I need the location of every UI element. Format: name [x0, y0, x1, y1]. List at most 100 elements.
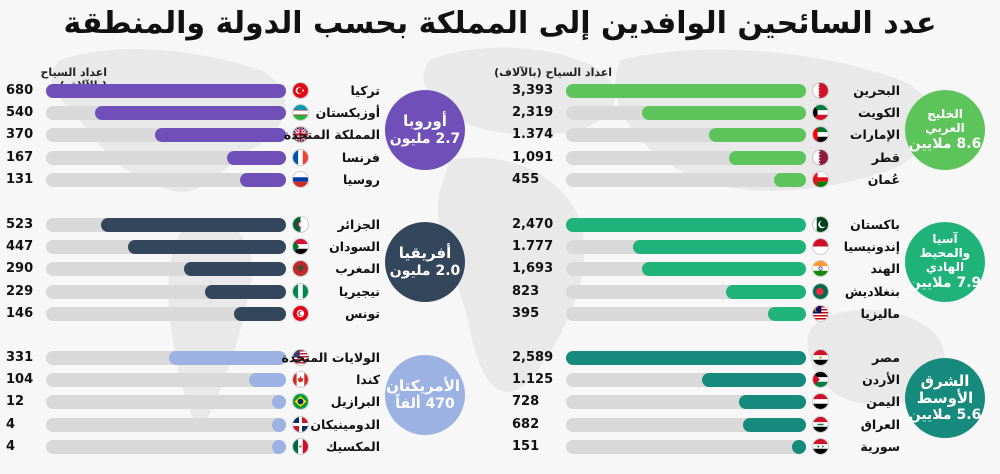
- bar-fill: [641, 106, 806, 121]
- country-label: العراق: [860, 416, 900, 432]
- bar-row: 3,393 البحرين: [0, 81, 1000, 101]
- bar-fill: [773, 172, 806, 187]
- region-circle: الخليج العربي 8.6 ملايين: [905, 90, 985, 170]
- bar-fill: [701, 373, 806, 388]
- bar-value-label: 455: [512, 171, 540, 187]
- russia-flag-icon: [292, 170, 309, 188]
- region-name: أفريقيا: [398, 244, 452, 263]
- bar-value-label: 4: [6, 416, 16, 432]
- bar-track: [46, 218, 286, 232]
- region-circle: أفريقيا 2.0 مليون: [385, 222, 465, 302]
- bar-fill: [792, 439, 806, 454]
- turkey-flag-icon: [292, 82, 309, 99]
- bar-row: 523 الجزائر: [0, 215, 1000, 235]
- uae-flag-icon: [812, 126, 829, 144]
- bar-row: 2,319 الكويت: [0, 103, 1000, 123]
- bar-track: [566, 306, 806, 321]
- bar-row: 447 السودان: [0, 237, 1000, 257]
- bar-value-label: 1.374: [512, 127, 554, 143]
- bar-fill: [742, 417, 806, 432]
- bar-row: 229 نيجيريا: [0, 282, 1000, 302]
- bar-track: [566, 84, 806, 98]
- bar-fill: [272, 439, 286, 454]
- region-name: أوروبا: [403, 112, 447, 131]
- bar-track: [566, 128, 806, 143]
- bar-row: 146 تونس: [0, 304, 1000, 324]
- bar-value-label: 1.777: [512, 239, 554, 255]
- bar-row: 2,589 مصر: [0, 348, 1000, 368]
- bar-track: [46, 439, 286, 454]
- bar-value-label: 680: [6, 83, 34, 98]
- region-total: 2.7 مليون: [389, 130, 461, 147]
- canada-flag-icon: [292, 371, 309, 389]
- unit-label: اعداد السياح (بالآلاف): [494, 66, 612, 79]
- bar-track: [46, 106, 286, 121]
- bar-fill: [566, 84, 806, 98]
- bar-track: [566, 373, 806, 388]
- bar-value-label: 2,319: [512, 105, 554, 121]
- country-label: المكسيك: [325, 438, 380, 454]
- bar-fill: [728, 150, 806, 165]
- bar-track: [46, 240, 286, 255]
- bar-row: 370 المملكة المتحدة: [0, 125, 1000, 145]
- region-total: 470 ألفاً: [395, 395, 455, 412]
- bar-row: 728 اليمن: [0, 392, 1000, 412]
- bar-track: [566, 395, 806, 410]
- bar-fill: [566, 351, 806, 365]
- country-label: إندونيسيا: [843, 239, 900, 255]
- country-label: قطر: [871, 149, 900, 165]
- bar-value-label: 1,091: [512, 149, 554, 165]
- country-label: السودان: [329, 239, 380, 255]
- bar-fill: [239, 172, 286, 187]
- usa-flag-icon: [292, 349, 309, 366]
- tunisia-flag-icon: [292, 304, 309, 322]
- bar-row: 1.374 الإمارات: [0, 125, 1000, 145]
- bar-row: 131 روسيا: [0, 170, 1000, 190]
- bar-row: 680 تركيا: [0, 81, 1000, 101]
- bar-track: [566, 150, 806, 165]
- bar-fill: [155, 128, 286, 143]
- country-label: تركيا: [350, 83, 380, 98]
- dominican-flag-icon: [292, 415, 309, 433]
- country-label: باكستان: [850, 217, 900, 232]
- bar-track: [46, 84, 286, 98]
- bar-track: [46, 284, 286, 299]
- bar-track: [566, 262, 806, 277]
- country-label: أوزبكستان: [315, 105, 380, 121]
- bar-row: 1.125 الأردن: [0, 370, 1000, 390]
- region-circle: آسيا والمحيط الهادي 7.9 ملايين: [905, 222, 985, 302]
- region-circle: أوروبا 2.7 مليون: [385, 90, 465, 170]
- iraq-flag-icon: [812, 415, 829, 433]
- indonesia-flag-icon: [812, 238, 829, 256]
- jordan-flag-icon: [812, 371, 829, 389]
- region-total: 5.6 ملايين: [908, 407, 982, 424]
- uzbekistan-flag-icon: [292, 104, 309, 122]
- country-label: كندا: [356, 372, 380, 388]
- country-label: الولايات المتحدة: [281, 350, 381, 365]
- bar-fill: [128, 240, 286, 255]
- bar-value-label: 104: [6, 372, 34, 388]
- bar-row: 151 سورية: [0, 437, 1000, 457]
- bar-fill: [738, 395, 806, 410]
- country-label: المغرب: [335, 261, 380, 277]
- bar-track: [46, 373, 286, 388]
- bar-value-label: 823: [512, 283, 540, 299]
- bar-track: [566, 218, 806, 232]
- bar-fill: [633, 240, 806, 255]
- bar-value-label: 2,470: [512, 217, 554, 232]
- bar-row: 455 عُمان: [0, 170, 1000, 190]
- bar-track: [46, 351, 286, 365]
- nigeria-flag-icon: [292, 282, 309, 300]
- bar-row: 2,470 باكستان: [0, 215, 1000, 235]
- country-label: الأردن: [862, 372, 900, 388]
- region-name: الأمريكتان: [386, 377, 460, 396]
- bangladesh-flag-icon: [812, 282, 829, 300]
- bar-fill: [101, 218, 286, 232]
- bahrain-flag-icon: [812, 82, 829, 99]
- bar-fill: [205, 284, 286, 299]
- bar-value-label: 4: [6, 438, 16, 454]
- bar-value-label: 151: [512, 438, 540, 454]
- country-label: المملكة المتحدة: [283, 127, 380, 143]
- bar-track: [566, 172, 806, 187]
- morocco-flag-icon: [292, 260, 309, 278]
